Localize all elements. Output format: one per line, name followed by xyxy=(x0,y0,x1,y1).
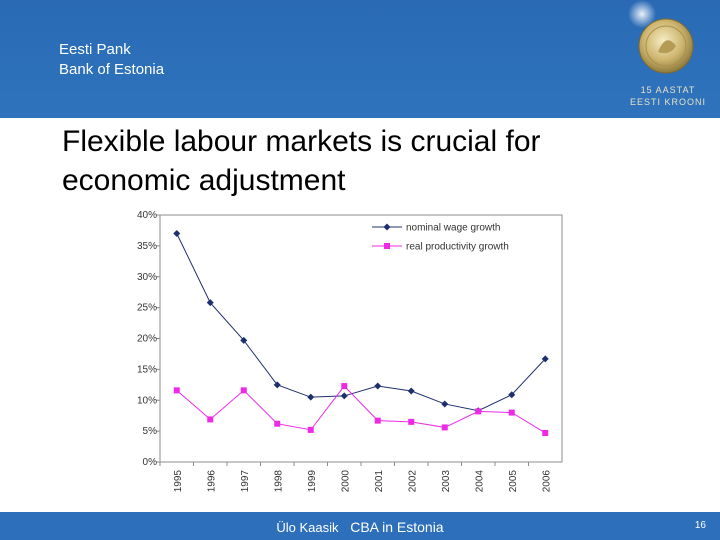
anniversary-caption: 15 AASTAT EESTI KROONI xyxy=(616,84,720,108)
footer-bar: Ülo Kaasik CBA in Estonia 16 xyxy=(0,512,720,540)
footer-topic: CBA in Estonia xyxy=(350,519,444,535)
header-bar: Eesti Pank Bank of Estonia 15 AASTAT EES… xyxy=(0,0,720,118)
y-tick-label: 10% xyxy=(137,395,157,406)
data-point xyxy=(173,387,180,394)
y-tick-label: 0% xyxy=(143,457,158,468)
data-point xyxy=(240,387,247,394)
x-tick-label: 2004 xyxy=(474,470,485,493)
footer-author: Ülo Kaasik xyxy=(276,520,339,535)
x-tick-label: 2001 xyxy=(374,470,385,493)
slide-title-line2: economic adjustment xyxy=(62,164,346,197)
legend-marker xyxy=(384,243,390,249)
data-point xyxy=(407,387,415,395)
x-tick-label: 2000 xyxy=(340,470,351,493)
data-point xyxy=(542,429,549,436)
data-point xyxy=(341,383,348,390)
x-tick-label: 2005 xyxy=(508,470,519,493)
x-tick-label: 2002 xyxy=(407,470,418,493)
anniversary-coin-logo xyxy=(628,0,694,74)
anniversary-caption-line2: EESTI KROONI xyxy=(629,97,706,107)
data-point xyxy=(408,418,415,425)
slide-title: Flexible labour markets is crucial for e… xyxy=(62,122,682,200)
legend-label: nominal wage growth xyxy=(406,223,501,234)
data-point xyxy=(374,417,381,424)
anniversary-caption-line1: 15 AASTAT xyxy=(640,85,696,95)
y-tick-label: 35% xyxy=(137,241,157,252)
page-number: 16 xyxy=(694,520,706,531)
data-point xyxy=(173,230,181,238)
data-point xyxy=(441,400,449,408)
org-name-estonian: Eesti Pank xyxy=(59,41,131,58)
org-name-english: Bank of Estonia xyxy=(59,61,165,78)
y-tick-label: 30% xyxy=(137,272,157,283)
data-point xyxy=(508,391,516,399)
data-point xyxy=(240,336,248,344)
data-point xyxy=(340,392,348,400)
legend-label: real productivity growth xyxy=(406,242,509,253)
data-point xyxy=(307,426,314,433)
data-point xyxy=(441,424,448,431)
x-tick-label: 2003 xyxy=(441,470,452,493)
x-tick-label: 1998 xyxy=(273,470,284,493)
y-tick-label: 20% xyxy=(137,334,157,345)
data-point xyxy=(508,409,515,416)
slide-title-line1: Flexible labour markets is crucial for xyxy=(62,125,541,158)
footer-caption: Ülo Kaasik CBA in Estonia xyxy=(0,519,720,536)
x-tick-label: 2006 xyxy=(541,470,552,493)
data-point xyxy=(274,420,281,427)
y-tick-label: 25% xyxy=(137,303,157,314)
y-tick-label: 15% xyxy=(137,364,157,375)
x-tick-label: 1995 xyxy=(173,470,184,493)
y-tick-label: 40% xyxy=(137,210,157,221)
data-point xyxy=(273,381,281,389)
series-line xyxy=(176,233,546,412)
data-point xyxy=(374,382,382,390)
y-tick-label: 5% xyxy=(143,426,158,437)
legend-box xyxy=(366,218,560,258)
data-point xyxy=(541,355,549,363)
series-line xyxy=(176,385,546,434)
data-point xyxy=(206,299,214,307)
x-tick-label: 1997 xyxy=(240,470,251,493)
x-tick-label: 1996 xyxy=(206,470,217,493)
x-tick-label: 1999 xyxy=(307,470,318,493)
wage-productivity-chart: 0% 5% 10% 15% 20% 25% 30% 35% 40% 1995 1996 1997 199… xyxy=(137,210,563,493)
data-point xyxy=(207,416,214,423)
data-point xyxy=(307,393,315,401)
legend-marker xyxy=(383,223,391,231)
organization-name: Eesti Pank Bank of Estonia xyxy=(59,40,164,80)
data-point xyxy=(475,408,482,415)
